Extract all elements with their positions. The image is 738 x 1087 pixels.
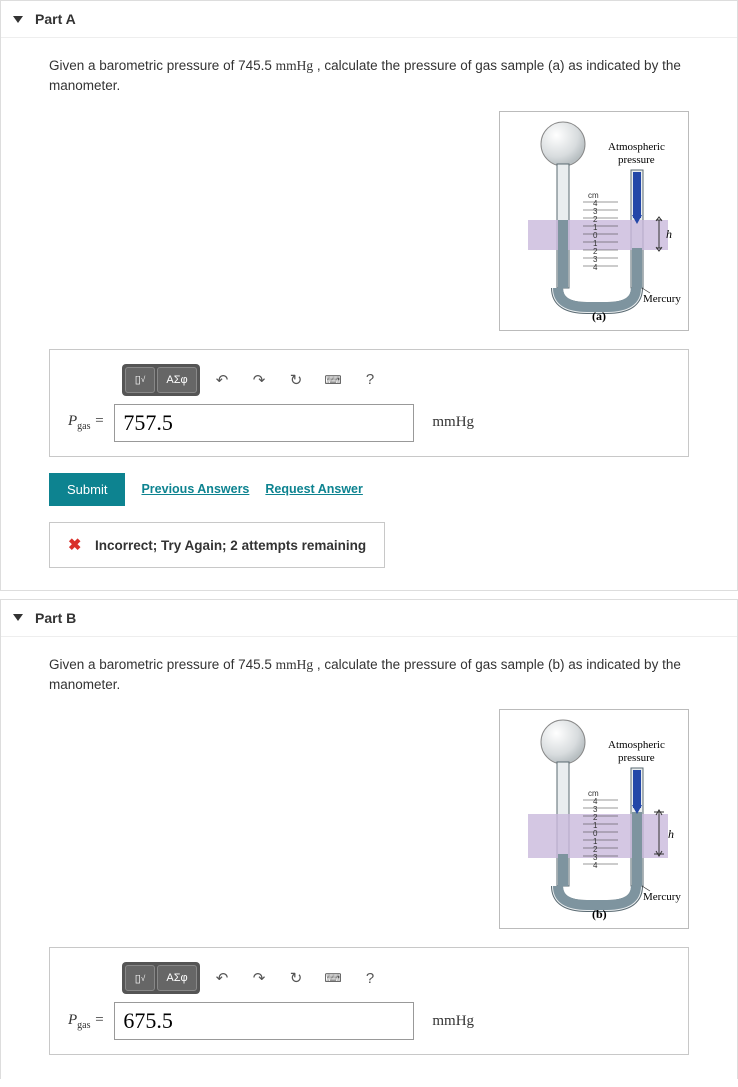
variable-label-a: Pgas = [68,413,104,432]
answer-box-a: ▯√ ΑΣφ ↶ ↷ ↻ ⌨ ? Pgas = mmHg [49,349,689,457]
figure-wrap-b: cm 4 3 2 1 0 1 2 3 4 Atmospheric pressu [49,709,689,929]
help-button[interactable]: ? [355,964,385,992]
answer-input-b[interactable] [114,1002,414,1040]
part-b-section: Part B Given a barometric pressure of 74… [0,599,738,1080]
atm-label-2: pressure [618,154,655,166]
svg-text:Atmospheric: Atmospheric [608,739,665,751]
fig-sub-label-a: (a) [592,309,606,323]
part-a-body: Given a barometric pressure of 745.5 mmH… [1,38,737,590]
input-row-a: Pgas = mmHg [68,404,670,442]
reset-button[interactable]: ↻ [281,366,311,394]
sqrt-icon: √ [141,974,145,983]
svg-text:Mercury: Mercury [643,891,681,903]
svg-text:Mercury: Mercury [643,293,681,305]
answer-toolbar-a: ▯√ ΑΣφ ↶ ↷ ↻ ⌨ ? [122,364,670,396]
answer-toolbar-b: ▯√ ΑΣφ ↶ ↷ ↻ ⌨ ? [122,962,670,994]
undo-button[interactable]: ↶ [207,964,237,992]
submit-button[interactable]: Submit [49,473,125,506]
part-a-title: Part A [35,11,76,27]
sqrt-icon: √ [141,375,145,384]
redo-button[interactable]: ↷ [244,964,274,992]
fig-sub-label-b: (b) [592,907,607,921]
request-answer-link[interactable]: Request Answer [265,482,362,496]
keyboard-button[interactable]: ⌨ [318,366,348,394]
manometer-figure-a: cm 4 3 2 1 0 1 2 3 4 Atmospheric [499,111,689,331]
greek-button[interactable]: ΑΣφ [157,367,197,393]
svg-text:h: h [668,827,674,841]
svg-text:4: 4 [593,263,598,272]
prompt-pre: Given a barometric pressure of 745.5 [49,58,276,73]
toolbar-dark-group: ▯√ ΑΣφ [122,962,200,994]
part-b-body: Given a barometric pressure of 745.5 mmH… [1,637,737,1080]
feedback-box: ✖ Incorrect; Try Again; 2 attempts remai… [49,522,385,568]
templates-button[interactable]: ▯√ [125,965,155,991]
input-row-b: Pgas = mmHg [68,1002,670,1040]
answer-box-b: ▯√ ΑΣφ ↶ ↷ ↻ ⌨ ? Pgas = mmHg [49,947,689,1055]
collapse-caret-icon [13,614,23,621]
manometer-figure-b: cm 4 3 2 1 0 1 2 3 4 Atmospheric pressu [499,709,689,929]
part-a-section: Part A Given a barometric pressure of 74… [0,0,738,591]
incorrect-icon: ✖ [68,537,81,554]
variable-label-b: Pgas = [68,1012,104,1031]
figure-wrap-a: cm 4 3 2 1 0 1 2 3 4 Atmospheric [49,111,689,331]
help-button[interactable]: ? [355,366,385,394]
part-b-header[interactable]: Part B [1,600,737,637]
part-a-header[interactable]: Part A [1,1,737,38]
reset-button[interactable]: ↻ [281,964,311,992]
collapse-caret-icon [13,16,23,23]
unit-label-a: mmHg [432,414,474,431]
toolbar-dark-group: ▯√ ΑΣφ [122,364,200,396]
atm-label-1: Atmospheric [608,141,665,153]
redo-button[interactable]: ↷ [244,366,274,394]
previous-answers-link[interactable]: Previous Answers [141,482,249,496]
undo-button[interactable]: ↶ [207,366,237,394]
svg-text:pressure: pressure [618,752,655,764]
keyboard-button[interactable]: ⌨ [318,964,348,992]
part-b-prompt: Given a barometric pressure of 745.5 mmH… [49,655,689,696]
part-a-prompt: Given a barometric pressure of 745.5 mmH… [49,56,689,97]
answer-input-a[interactable] [114,404,414,442]
unit-label-b: mmHg [432,1013,474,1030]
prompt-unit: mmHg [276,58,314,73]
prompt-unit: mmHg [276,657,314,672]
submit-row-a: Submit Previous Answers Request Answer [49,473,689,506]
part-b-title: Part B [35,610,76,626]
prompt-pre: Given a barometric pressure of 745.5 [49,657,276,672]
templates-button[interactable]: ▯√ [125,367,155,393]
svg-text:h: h [666,227,672,241]
greek-button[interactable]: ΑΣφ [157,965,197,991]
svg-text:4: 4 [593,861,598,870]
feedback-text: Incorrect; Try Again; 2 attempts remaini… [95,538,366,553]
